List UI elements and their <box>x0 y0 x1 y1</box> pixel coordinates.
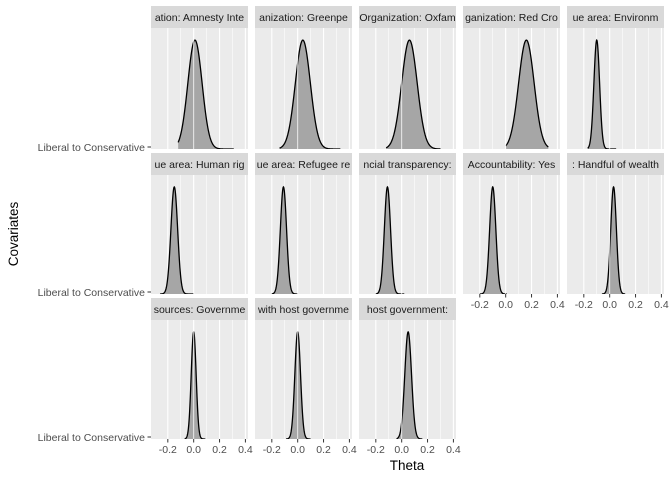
facet-strip-label: host government: <box>367 304 448 316</box>
x-tick-label: 0.4 <box>550 299 565 311</box>
panel-background <box>151 175 248 294</box>
density-line <box>601 185 626 294</box>
facet-panel: Accountability: Yes <box>463 153 560 294</box>
facet-strip-label: anization: Greenpe <box>259 12 348 24</box>
x-tick-label: -0.2 <box>159 444 177 456</box>
x-tick-label: 0.0 <box>602 299 617 311</box>
density-area <box>505 40 549 149</box>
x-tick-label: 0.0 <box>186 444 201 456</box>
density-area <box>271 186 298 294</box>
panel-background <box>359 175 456 294</box>
x-tick-label: -0.2 <box>367 444 385 456</box>
facet-panel: ue area: Refugee re <box>255 153 352 294</box>
density-area <box>160 186 194 294</box>
x-axis-tick-labels: -0.2 0.0 0.2 0.4 -0.2 0.0 0.2 0.4 -0.2 0.0 0.2 0.4-… <box>159 294 669 456</box>
x-tick-label: 0.4 <box>446 444 461 456</box>
density-line <box>184 331 206 439</box>
facet-strip <box>255 153 352 175</box>
density-line <box>505 39 549 148</box>
y-axis-title: Covariates <box>6 201 21 266</box>
facet-panel: anization: Greenpe <box>255 6 352 149</box>
facet-strip <box>255 298 352 320</box>
facet-strip-label: ue area: Refugee re <box>257 159 351 171</box>
x-tick-label: 0.2 <box>212 444 227 456</box>
facet-panel: ncial transparency: <box>359 153 456 294</box>
panel-background <box>567 28 664 149</box>
x-tick-label: 0.4 <box>238 444 253 456</box>
density-line <box>177 39 234 149</box>
facet-strip-label: ganization: Red Cro <box>465 12 558 24</box>
x-tick-label: 0.2 <box>316 444 331 456</box>
x-tick-label: 0.2 <box>524 299 539 311</box>
facet-panel: host government: <box>359 298 456 439</box>
x-tick-label: -0.2 <box>263 444 281 456</box>
facet-strip-label: Accountability: Yes <box>468 159 556 171</box>
density-line <box>271 185 298 294</box>
y-tick-label: Liberal to Conservative <box>38 432 146 444</box>
facet-panel: Organization: Oxfam <box>359 6 456 149</box>
density-line <box>587 38 617 149</box>
facet-strip-label: ation: Amnesty Inte <box>155 12 244 24</box>
facet-strip <box>567 153 664 175</box>
x-tick-label: -0.2 <box>471 299 489 311</box>
facet-panel: ue area: Environm <box>567 6 664 149</box>
facet-panel: ue area: Human rig <box>151 153 248 294</box>
facet-strip <box>359 298 456 320</box>
facet-panels: ation: Amnesty Inte anization: Greenpe Org… <box>151 6 664 439</box>
facet-strip <box>255 6 352 28</box>
x-tick-label: 0.0 <box>498 299 513 311</box>
facet-strip <box>567 6 664 28</box>
density-line <box>160 185 194 294</box>
x-tick-label: 0.0 <box>394 444 409 456</box>
panel-background <box>151 320 248 439</box>
facet-strip <box>151 153 248 175</box>
facet-panel: sources: Governme <box>151 298 248 439</box>
density-line <box>479 185 507 294</box>
facet-strip-label: ue area: Environm <box>573 12 659 24</box>
x-tick-label: 0.2 <box>420 444 435 456</box>
facet-panel: with host governme <box>255 298 352 439</box>
density-area <box>479 186 507 294</box>
facet-strip-label: ue area: Human rig <box>155 159 245 171</box>
facet-strip-label: sources: Governme <box>154 304 246 316</box>
density-line <box>375 185 405 294</box>
x-tick-label: -0.2 <box>575 299 593 311</box>
facet-strip <box>359 153 456 175</box>
facet-strip <box>151 6 248 28</box>
facet-strip <box>463 6 560 28</box>
facet-panel: ganization: Red Cro <box>463 6 560 149</box>
facet-strip <box>151 298 248 320</box>
facet-strip-label: with host governme <box>257 304 349 316</box>
panel-background <box>463 175 560 294</box>
facet-strip-label: : Handful of wealth <box>572 159 659 171</box>
density-line <box>396 330 423 439</box>
x-tick-label: 0.0 <box>290 444 305 456</box>
density-area <box>601 186 626 294</box>
density-line <box>279 39 341 149</box>
facet-strip <box>359 6 456 28</box>
y-tick-label: Liberal to Conservative <box>38 287 146 299</box>
density-area <box>386 40 441 149</box>
x-axis-title: Theta <box>390 458 425 473</box>
facet-strip <box>463 153 560 175</box>
x-tick-label: 0.4 <box>342 444 357 456</box>
panel-background <box>255 175 352 294</box>
facet-panel: : Handful of wealth <box>567 153 664 294</box>
facet-strip-label: Organization: Oxfam <box>359 12 456 24</box>
density-line <box>385 39 441 149</box>
x-tick-label: 0.4 <box>654 299 669 311</box>
density-area <box>279 40 341 149</box>
facet-strip-label: ncial transparency: <box>363 159 451 171</box>
density-area <box>286 331 311 439</box>
y-axis-category-labels: Liberal to Conservative Liberal to Conser… <box>38 142 151 444</box>
density-area <box>178 40 234 149</box>
facet-panel: ation: Amnesty Inte <box>151 6 248 149</box>
density-line <box>286 330 311 439</box>
x-tick-label: 0.2 <box>628 299 643 311</box>
y-tick-label: Liberal to Conservative <box>38 142 146 154</box>
